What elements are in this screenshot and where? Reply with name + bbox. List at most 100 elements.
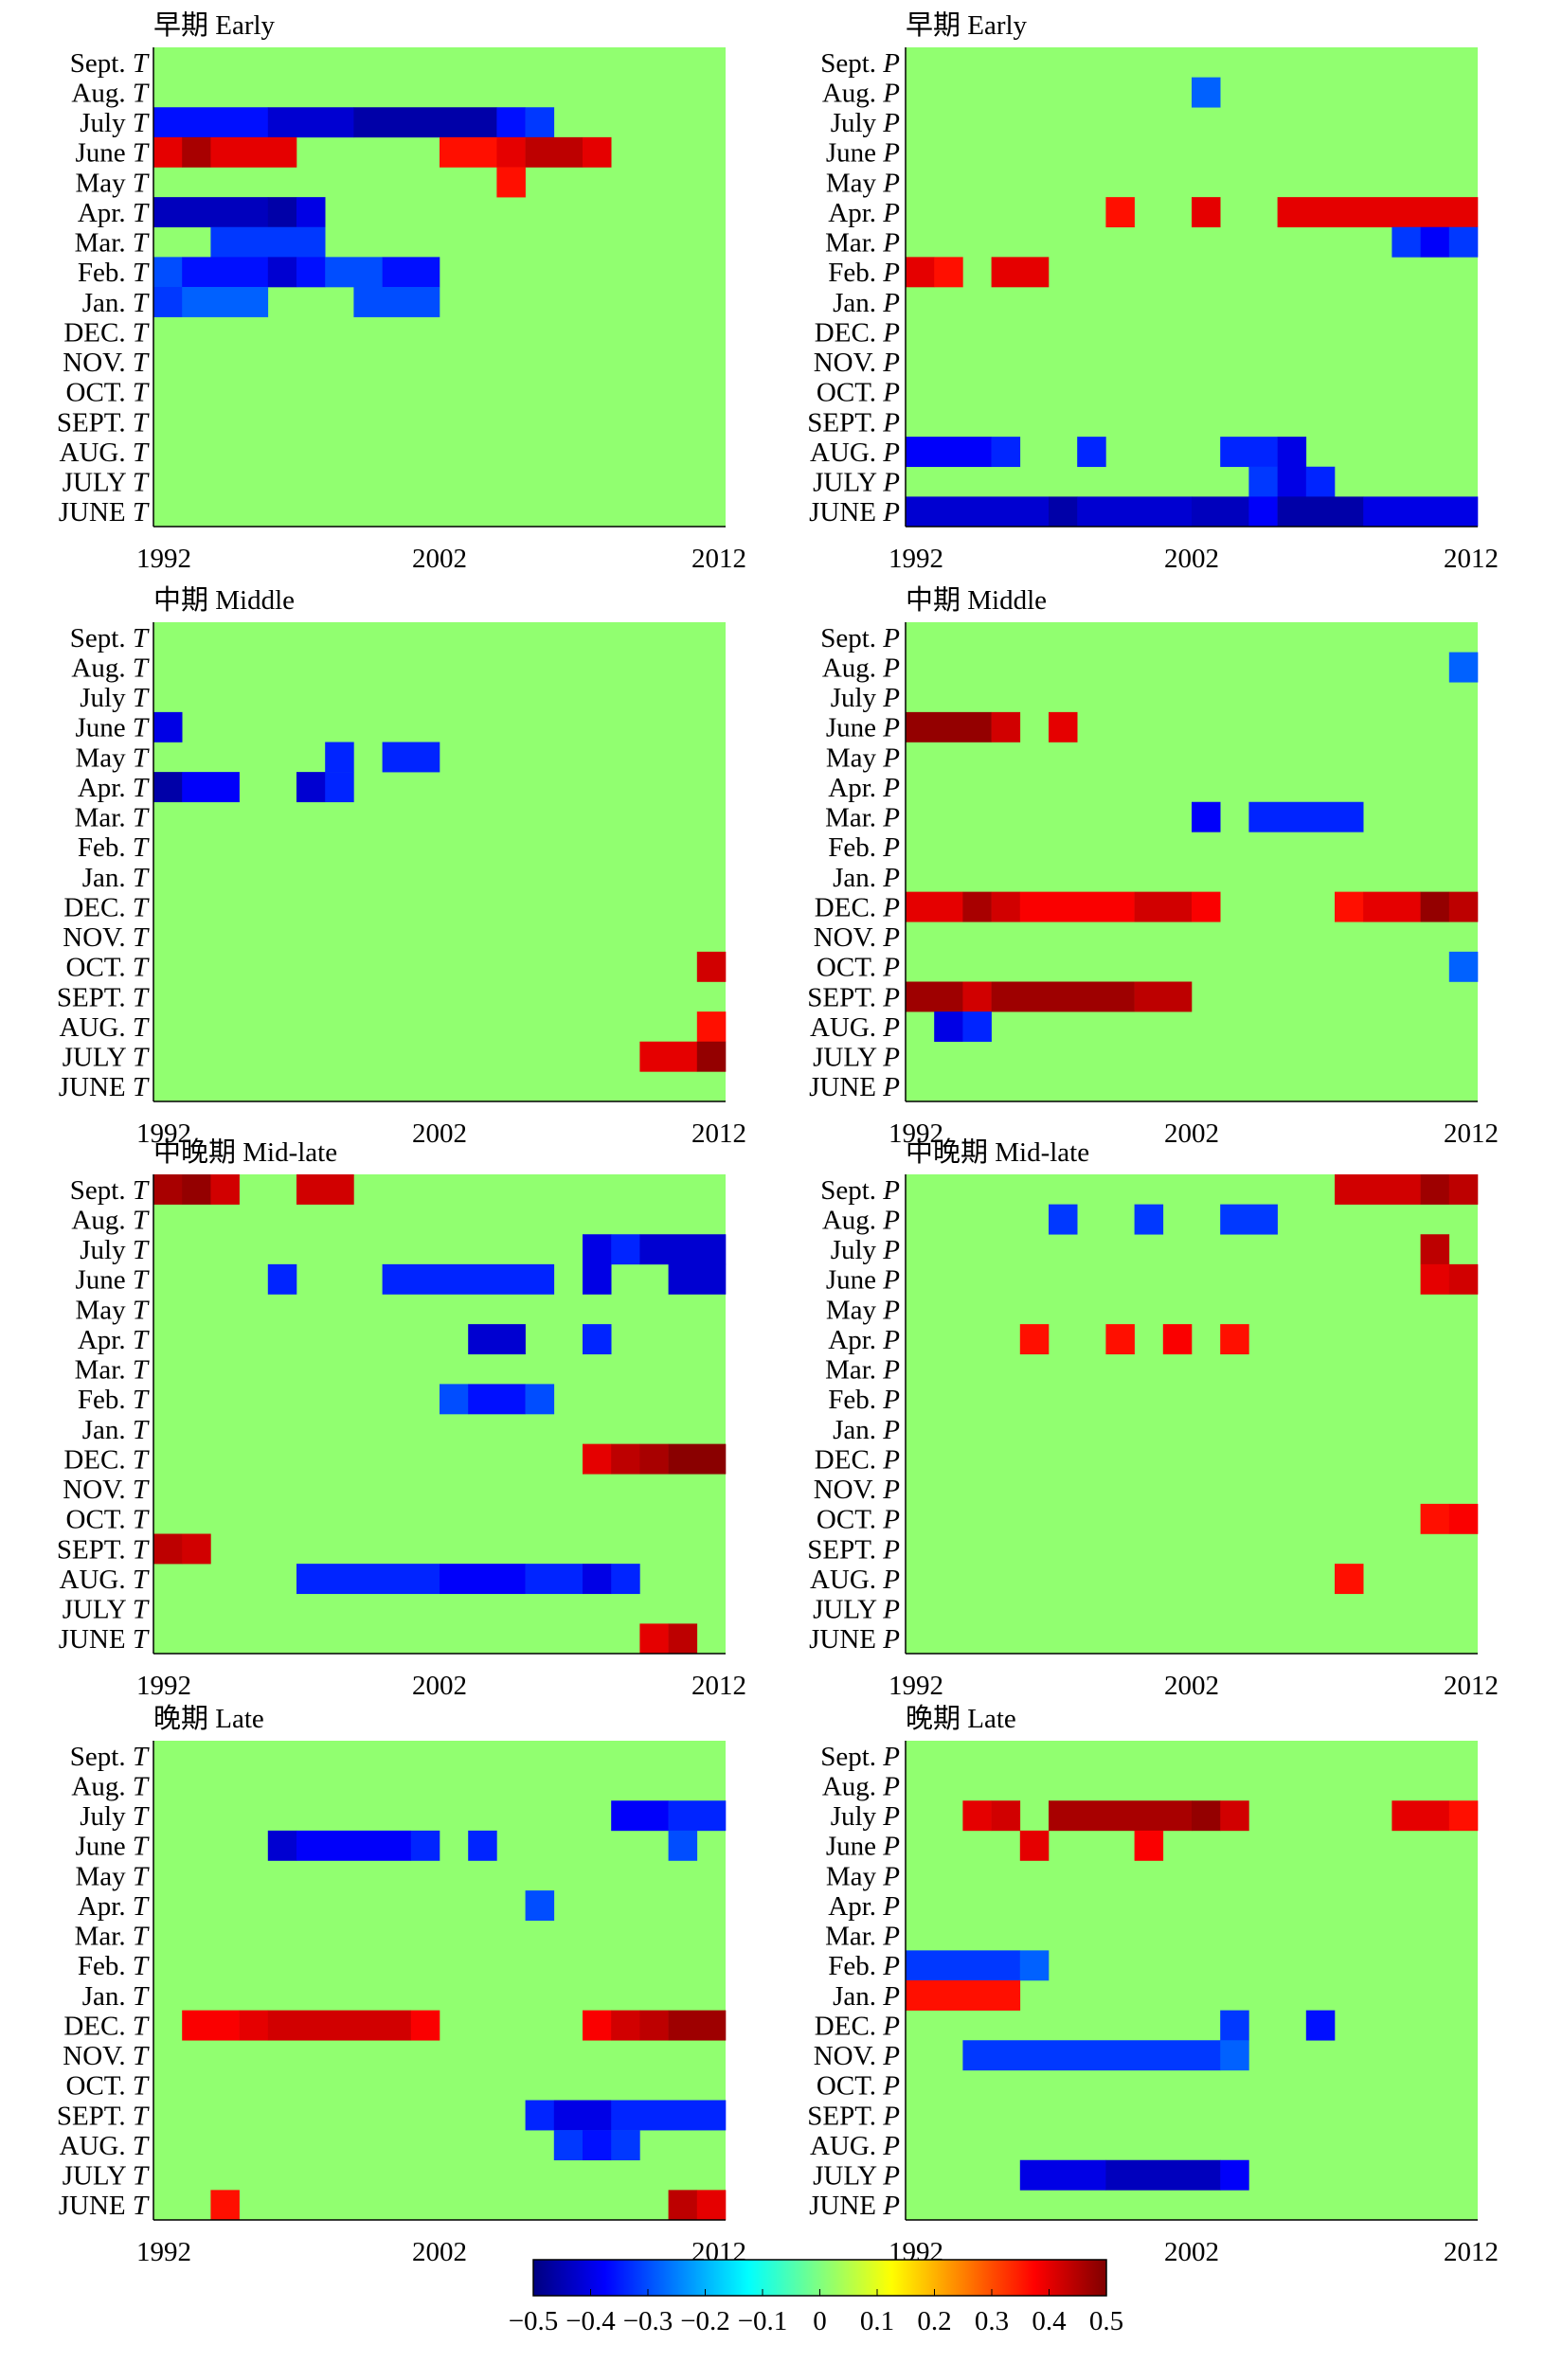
heatmap-cell — [583, 136, 612, 168]
heatmap-cell — [1448, 1503, 1479, 1534]
heatmap-cell — [296, 197, 326, 228]
heatmap-cell — [525, 1890, 555, 1922]
row-label: May P — [826, 168, 900, 198]
heatmap-cell — [1049, 496, 1078, 528]
heatmap-cell — [583, 2010, 612, 2041]
heatmap-cell — [1220, 1204, 1278, 1235]
heatmap-cell — [668, 1623, 698, 1655]
row-label: Mar. T — [75, 1922, 150, 1952]
heatmap-cell — [1220, 2010, 1249, 2041]
panel-title: 中晚期 Mid-late — [153, 1136, 337, 1168]
x-tick-label: 2012 — [1444, 1118, 1499, 1149]
heatmap-cell — [496, 136, 526, 168]
heatmap-cell — [325, 742, 354, 773]
row-label: JULY P — [813, 1043, 900, 1073]
heatmap-cell — [153, 1174, 183, 1205]
x-tick-label: 2012 — [691, 1118, 746, 1149]
x-tick-label: 2002 — [1164, 1118, 1219, 1149]
heatmap-cell — [182, 772, 240, 803]
colorbar-tick-label: −0.5 — [509, 2306, 559, 2336]
heatmap-cell — [525, 1564, 583, 1595]
heatmap-cell — [153, 711, 183, 743]
heatmap-cell — [696, 1011, 727, 1043]
heatmap-cell — [1105, 197, 1135, 228]
heatmap-cell — [1192, 77, 1221, 108]
heatmap-cell — [153, 287, 183, 317]
row-label: Apr. P — [828, 198, 900, 228]
colorbar-tick-label: 0.5 — [1089, 2306, 1123, 2336]
heatmap-cell — [1305, 2010, 1336, 2041]
row-label: JULY P — [813, 468, 900, 498]
row-label: NOV. P — [814, 922, 900, 953]
row-label: OCT. P — [817, 378, 900, 408]
heatmap-cell — [1077, 496, 1193, 528]
heatmap-cell — [611, 1443, 640, 1475]
heatmap-cell — [696, 2190, 727, 2221]
plot-area — [153, 622, 726, 1101]
row-label: OCT. P — [817, 953, 900, 983]
heatmap-cell — [962, 1011, 992, 1043]
heatmap-cell — [906, 981, 963, 1012]
heatmap-cell — [962, 1800, 992, 1832]
heatmap-cell — [991, 891, 1021, 922]
heatmap-cell — [639, 1443, 669, 1475]
heatmap-cell — [382, 257, 440, 288]
plot-area — [906, 1174, 1478, 1654]
x-tick-label: 2012 — [691, 1671, 746, 1701]
heatmap-cell — [410, 1830, 440, 1861]
heatmap-cell — [210, 136, 297, 168]
panel-title: 早期 Early — [153, 10, 276, 41]
heatmap-cell — [1448, 891, 1479, 922]
heatmap-cell — [611, 1800, 669, 1832]
heatmap-cell — [1248, 801, 1364, 832]
row-label: JUNE T — [59, 1624, 150, 1655]
heatmap-cell — [991, 257, 1050, 288]
row-label: May P — [826, 1295, 900, 1325]
heatmap-cell — [267, 1830, 297, 1861]
heatmap-cell — [962, 891, 992, 922]
row-label: Aug. P — [822, 78, 900, 108]
row-label: JUNE P — [809, 497, 900, 528]
x-tick-label: 1992 — [889, 1671, 943, 1701]
colorbar-tick-label: 0.4 — [1032, 2306, 1067, 2336]
heatmap-cell — [239, 2010, 269, 2041]
row-label: June P — [826, 713, 900, 743]
x-tick-label: 2002 — [412, 1118, 467, 1149]
heatmap-cell — [583, 1234, 612, 1265]
row-label: SEPT. P — [807, 2101, 900, 2131]
row-label: JUNE P — [809, 1072, 900, 1102]
x-tick-label: 2002 — [412, 2237, 467, 2267]
heatmap-cell — [1134, 1830, 1164, 1861]
heatmap-cell — [553, 2130, 583, 2161]
x-tick-label: 2012 — [1444, 1671, 1499, 1701]
heatmap-cell — [525, 1384, 555, 1415]
heatmap-cell — [1420, 1263, 1450, 1295]
row-label: JUNE P — [809, 2191, 900, 2221]
plot-area — [906, 622, 1478, 1101]
row-label: Sept. T — [70, 48, 150, 79]
heatmap-cell — [1363, 496, 1479, 528]
heatmap-cell — [611, 1564, 640, 1595]
heatmap-cell — [382, 1263, 555, 1295]
heatmap-cell — [639, 2010, 669, 2041]
row-label: AUG. P — [810, 2131, 900, 2161]
heatmap-cell — [525, 2100, 555, 2131]
heatmap-cell — [153, 1533, 183, 1565]
row-label: Aug. T — [71, 1771, 149, 1801]
heatmap-cell — [353, 287, 440, 317]
heatmap-cell — [440, 136, 497, 168]
row-label: Jan. P — [833, 288, 900, 318]
heatmap-cell — [468, 1830, 497, 1861]
row-label: JULY T — [63, 1595, 150, 1625]
row-label: May T — [75, 168, 149, 198]
heatmap-cell — [583, 1443, 612, 1475]
heatmap-cell — [991, 981, 1135, 1012]
row-label: DEC. P — [815, 2011, 900, 2041]
heatmap-cell — [611, 2100, 727, 2131]
row-label: July P — [831, 683, 900, 713]
heatmap-cell — [440, 1564, 526, 1595]
row-label: AUG. T — [60, 1565, 150, 1595]
